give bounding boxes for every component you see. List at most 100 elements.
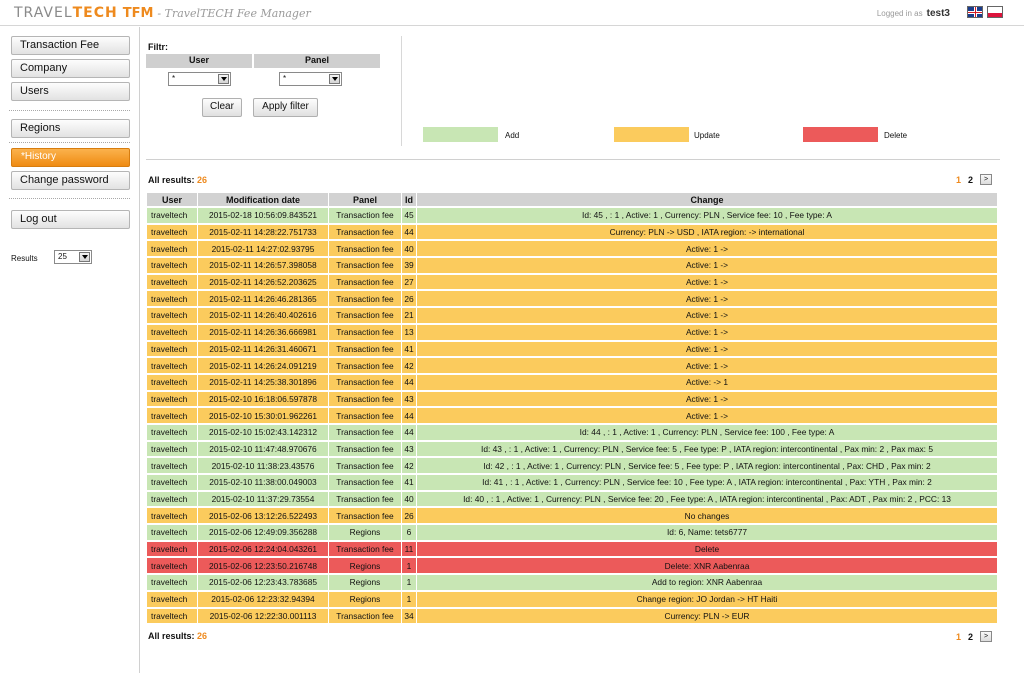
history-table: User Modification date Panel Id Change t… bbox=[146, 191, 998, 625]
clear-button[interactable]: Clear bbox=[202, 98, 242, 117]
cell-user: traveltech bbox=[147, 391, 197, 407]
cell-panel: Transaction fee bbox=[329, 274, 401, 290]
nav-users[interactable]: Users bbox=[11, 82, 130, 101]
cell-modification-date: 2015-02-10 15:02:43.142312 bbox=[198, 424, 328, 440]
cell-change: Active: 1 -> bbox=[417, 341, 997, 357]
cell-id: 21 bbox=[402, 308, 416, 323]
cell-user: traveltech bbox=[147, 241, 197, 257]
cell-id: 27 bbox=[402, 274, 416, 290]
chevron-down-icon[interactable] bbox=[79, 252, 90, 262]
cell-modification-date: 2015-02-11 14:26:24.091219 bbox=[198, 358, 328, 373]
cell-panel: Transaction fee bbox=[329, 391, 401, 407]
cell-user: traveltech bbox=[147, 441, 197, 457]
results-per-page-select[interactable]: 25 bbox=[54, 250, 92, 264]
nav-company[interactable]: Company bbox=[11, 59, 130, 78]
cell-panel: Transaction fee bbox=[329, 308, 401, 323]
page-1-link[interactable]: 1 bbox=[956, 174, 962, 185]
sidebar-divider bbox=[9, 198, 130, 199]
cell-user: traveltech bbox=[147, 525, 197, 540]
logo-tfm: TFM bbox=[122, 6, 154, 21]
user-filter-value: * bbox=[172, 74, 176, 83]
next-page-button[interactable]: > bbox=[980, 174, 993, 185]
cell-change: Id: 45 , : 1 , Active: 1 , Currency: PLN… bbox=[417, 208, 997, 223]
page-header: TRAVEL TECH TFM - TravelTECH Fee Manager … bbox=[0, 0, 1024, 26]
apply-filter-button[interactable]: Apply filter bbox=[253, 98, 318, 117]
cell-panel: Transaction fee bbox=[329, 374, 401, 390]
cell-change: Id: 42 , : 1 , Active: 1 , Currency: PLN… bbox=[417, 458, 997, 473]
page-2-link[interactable]: 2 bbox=[968, 631, 974, 642]
nav-regions[interactable]: Regions bbox=[11, 119, 130, 138]
next-page-button[interactable]: > bbox=[980, 631, 993, 642]
cell-user: traveltech bbox=[147, 324, 197, 340]
filter-divider bbox=[401, 36, 402, 146]
nav-log-out[interactable]: Log out bbox=[11, 210, 130, 229]
column-header-panel: Panel bbox=[329, 193, 401, 206]
cell-id: 43 bbox=[402, 391, 416, 407]
cell-change: Delete bbox=[417, 541, 997, 557]
table-row: traveltech 2015-02-10 11:47:48.970676 Tran… bbox=[147, 441, 997, 457]
nav-history[interactable]: *History bbox=[11, 148, 130, 167]
cell-change: Active: 1 -> bbox=[417, 324, 997, 340]
table-row: traveltech 2015-02-11 14:28:22.751733 Tran… bbox=[147, 224, 997, 240]
cell-modification-date: 2015-02-10 11:38:23.43576 bbox=[198, 458, 328, 473]
filter-label: Filtr: bbox=[148, 42, 168, 52]
page-2-link[interactable]: 2 bbox=[968, 174, 974, 185]
polish-flag-icon[interactable] bbox=[987, 6, 1003, 18]
page-1-link[interactable]: 1 bbox=[956, 631, 962, 642]
cell-id: 44 bbox=[402, 424, 416, 440]
cell-user: traveltech bbox=[147, 308, 197, 323]
cell-id: 40 bbox=[402, 491, 416, 507]
chevron-down-icon[interactable] bbox=[329, 74, 340, 84]
cell-panel: Transaction fee bbox=[329, 324, 401, 340]
cell-change: Id: 44 , : 1 , Active: 1 , Currency: PLN… bbox=[417, 424, 997, 440]
cell-change: Active: -> 1 bbox=[417, 374, 997, 390]
cell-user: traveltech bbox=[147, 341, 197, 357]
cell-user: traveltech bbox=[147, 491, 197, 507]
cell-modification-date: 2015-02-11 14:28:22.751733 bbox=[198, 224, 328, 240]
cell-change: Active: 1 -> bbox=[417, 258, 997, 273]
content-divider bbox=[146, 159, 1000, 160]
cell-user: traveltech bbox=[147, 558, 197, 574]
app-logo[interactable]: TRAVEL TECH TFM - TravelTECH Fee Manager bbox=[14, 5, 311, 21]
cell-user: traveltech bbox=[147, 508, 197, 524]
cell-user: traveltech bbox=[147, 541, 197, 557]
cell-panel: Transaction fee bbox=[329, 358, 401, 373]
cell-panel: Transaction fee bbox=[329, 408, 401, 423]
cell-user: traveltech bbox=[147, 258, 197, 273]
cell-panel: Transaction fee bbox=[329, 341, 401, 357]
cell-panel: Transaction fee bbox=[329, 241, 401, 257]
all-results-label: All results: bbox=[148, 631, 195, 641]
cell-user: traveltech bbox=[147, 424, 197, 440]
table-row: traveltech 2015-02-06 13:12:26.522493 Tran… bbox=[147, 508, 997, 524]
panel-filter-select[interactable]: * bbox=[279, 72, 342, 86]
chevron-down-icon[interactable] bbox=[218, 74, 229, 84]
panel-filter-value: * bbox=[283, 74, 287, 83]
table-row: traveltech 2015-02-10 16:18:06.597878 Tran… bbox=[147, 391, 997, 407]
english-flag-icon[interactable] bbox=[967, 6, 983, 18]
table-row: traveltech 2015-02-11 14:26:31.460671 Tran… bbox=[147, 341, 997, 357]
column-header-id: Id bbox=[402, 193, 416, 206]
cell-user: traveltech bbox=[147, 291, 197, 307]
cell-id: 1 bbox=[402, 591, 416, 607]
filter-panel-header: Panel bbox=[254, 54, 380, 68]
results-label: Results bbox=[11, 254, 38, 263]
cell-change: Active: 1 -> bbox=[417, 274, 997, 290]
cell-change: Id: 6, Name: tets6777 bbox=[417, 525, 997, 540]
cell-id: 1 bbox=[402, 575, 416, 590]
nav-change-password[interactable]: Change password bbox=[11, 171, 130, 190]
user-filter-select[interactable]: * bbox=[168, 72, 231, 86]
cell-user: traveltech bbox=[147, 608, 197, 624]
cell-id: 1 bbox=[402, 558, 416, 574]
cell-panel: Transaction fee bbox=[329, 508, 401, 524]
all-results-label: All results: bbox=[148, 175, 195, 185]
cell-change: Currency: PLN -> USD , IATA region: -> i… bbox=[417, 224, 997, 240]
table-row: traveltech 2015-02-11 14:26:40.402616 Tran… bbox=[147, 308, 997, 323]
table-header-row: User Modification date Panel Id Change bbox=[147, 193, 997, 206]
cell-id: 42 bbox=[402, 458, 416, 473]
cell-id: 34 bbox=[402, 608, 416, 624]
cell-change: Active: 1 -> bbox=[417, 291, 997, 307]
cell-panel: Transaction fee bbox=[329, 258, 401, 273]
cell-panel: Transaction fee bbox=[329, 608, 401, 624]
table-row: traveltech 2015-02-06 12:49:09.356288 Regi… bbox=[147, 525, 997, 540]
nav-transaction-fee[interactable]: Transaction Fee bbox=[11, 36, 130, 55]
